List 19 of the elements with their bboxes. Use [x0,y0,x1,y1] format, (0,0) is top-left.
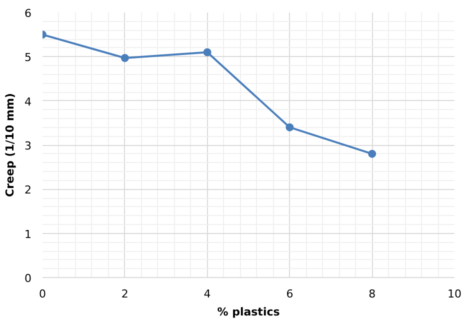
x-tick-label: 8 [368,288,376,300]
point [120,54,129,62]
y-tick-label: 4 [24,95,32,108]
y-tick-label: 6 [24,7,32,20]
y-tick-label: 1 [24,228,32,241]
point [203,48,212,56]
y-tick-label: 3 [24,140,32,152]
point [286,123,294,132]
x-tick-label: 2 [121,288,128,300]
x-tick-label: 6 [286,288,294,300]
y-tick-label: 0 [24,272,32,285]
point [368,150,376,158]
y-axis-title: Creep (1/10 mm) [4,93,16,197]
x-axis-title: % plastics [217,306,280,318]
y-tick-label: 5 [24,51,32,64]
x-tick-label: 4 [204,288,211,300]
x-tick-label: 0 [39,288,46,300]
x-tick-label: 10 [448,288,462,300]
y-tick-label: 2 [24,184,32,197]
